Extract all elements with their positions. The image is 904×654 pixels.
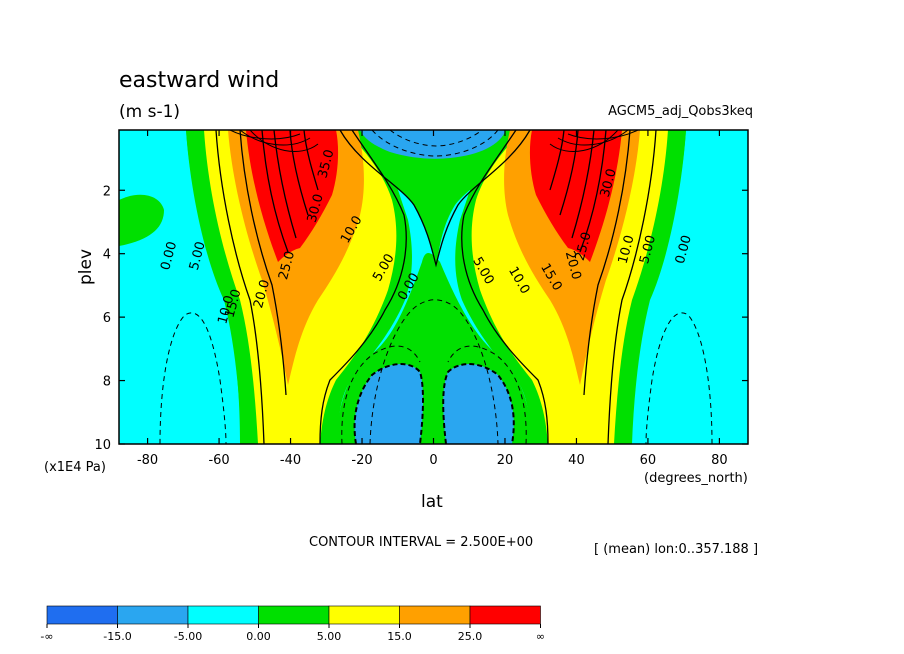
contour-line-mid-left bbox=[319, 130, 407, 444]
colorbar-segment bbox=[399, 605, 471, 625]
contour-label: 20.0 bbox=[251, 278, 273, 310]
y-axis-label: plev bbox=[76, 248, 96, 285]
colorbar-segment bbox=[46, 605, 118, 625]
fill-red-left bbox=[246, 130, 339, 262]
chart-title: eastward wind bbox=[119, 68, 280, 93]
contour-lines bbox=[215, 130, 657, 444]
contour-line-left-2 bbox=[215, 130, 265, 444]
fill-blue-top bbox=[360, 130, 506, 159]
dashed-line-lower-center-r bbox=[447, 345, 527, 444]
x-tick-label: 80 bbox=[711, 453, 728, 468]
contour-label: 10.0 bbox=[616, 234, 638, 266]
colorbar-segment bbox=[117, 605, 189, 625]
contour-line-left-jet-3 bbox=[289, 130, 309, 216]
contour-label: 35.0 bbox=[315, 148, 337, 180]
fill-green-west-blob bbox=[119, 194, 164, 246]
jet-top-line bbox=[249, 130, 319, 152]
colorbar-label: 0.00 bbox=[246, 630, 271, 643]
colorbar-label: 15.0 bbox=[387, 630, 412, 643]
x-axis-label: lat bbox=[421, 492, 443, 512]
fill-blue-lower-right bbox=[443, 364, 514, 444]
colorbar-segment bbox=[328, 605, 400, 625]
colorbar-label: -15.0 bbox=[103, 630, 131, 643]
x-tick-label: -20 bbox=[351, 453, 372, 468]
contour-line-top-cap bbox=[339, 130, 531, 268]
contour-line-right-2 bbox=[607, 130, 657, 444]
colorbar-label: 5.00 bbox=[317, 630, 342, 643]
colorbar-label: -∞ bbox=[40, 630, 53, 643]
colorbar-segment bbox=[187, 605, 259, 625]
bold-dashed-lower-right bbox=[442, 363, 515, 444]
jet-top-dense-lines bbox=[229, 130, 639, 152]
contour-label: 30.0 bbox=[598, 167, 620, 199]
x-tick-label: 40 bbox=[568, 453, 585, 468]
y-tick-label: 2 bbox=[103, 184, 111, 199]
colorbar-segment bbox=[258, 605, 330, 625]
fill-green-top bbox=[340, 130, 530, 265]
contour-line-left-3 bbox=[239, 130, 287, 396]
colorbar-segment bbox=[469, 605, 541, 625]
fill-red-right bbox=[529, 130, 622, 262]
y-tick-label: 10 bbox=[94, 438, 111, 453]
x-tick-label: 0 bbox=[429, 453, 437, 468]
jet-top-line bbox=[567, 130, 639, 140]
dashed-line-west bbox=[159, 312, 227, 444]
y-tick-label: 8 bbox=[103, 375, 111, 390]
contour-line-left-jet-1 bbox=[261, 130, 289, 253]
dashed-line-top-2 bbox=[389, 130, 483, 147]
experiment-name: AGCM5_adj_Qobs3keq bbox=[608, 104, 753, 119]
mean-note: [ (mean) lon:0..357.188 ] bbox=[594, 542, 759, 557]
y-axis: 2 4 6 8 10 bbox=[94, 184, 748, 453]
y-tick-label: 4 bbox=[103, 248, 111, 263]
bold-dashed-lines bbox=[353, 363, 515, 444]
contour-label: 30.0 bbox=[305, 192, 327, 224]
contour-fills bbox=[119, 130, 748, 444]
contour-line-right-3 bbox=[583, 130, 631, 396]
x-axis: -80 -60 -40 -20 0 20 40 60 80 bbox=[137, 130, 728, 468]
contour-label: 25.0 bbox=[276, 250, 298, 282]
fill-green-region bbox=[186, 130, 686, 444]
contour-line-right-jet-1 bbox=[579, 130, 607, 253]
colorbar-label: 25.0 bbox=[458, 630, 483, 643]
contour-label: 10.0 bbox=[215, 294, 237, 326]
dashed-line-top-1 bbox=[371, 130, 499, 157]
dashed-line-east bbox=[645, 312, 713, 444]
contour-line-right-jet-3 bbox=[559, 130, 579, 216]
contour-label: 5.00 bbox=[187, 240, 209, 272]
x-axis-unit: (degrees_north) bbox=[644, 471, 748, 486]
jet-top-line bbox=[229, 130, 301, 140]
x-tick-label: 60 bbox=[640, 453, 657, 468]
contour-line-right-jet-4 bbox=[549, 130, 565, 191]
y-tick-label: 6 bbox=[103, 311, 111, 326]
contour-line-left-jet-2 bbox=[273, 130, 297, 239]
x-tick-label: -40 bbox=[280, 453, 301, 468]
contour-line-right-jet-2 bbox=[571, 130, 595, 239]
jet-top-line bbox=[549, 130, 619, 152]
contour-label: 0.00 bbox=[158, 240, 180, 272]
colorbar-label: ∞ bbox=[536, 630, 545, 643]
contour-interval: CONTOUR INTERVAL = 2.500E+00 bbox=[309, 535, 534, 550]
bold-dashed-lower-left bbox=[353, 363, 424, 444]
contour-line-mid-right bbox=[461, 130, 549, 444]
chart-units: (m s-1) bbox=[119, 102, 181, 122]
contour-line-left-jet-4 bbox=[303, 130, 319, 191]
colorbar: -∞ -15.0 -5.00 0.00 5.00 15.0 25.0 ∞ bbox=[40, 605, 545, 643]
jet-top-line bbox=[557, 130, 629, 146]
dashed-line-lower-center bbox=[341, 345, 421, 444]
colorbar-label: -5.00 bbox=[174, 630, 202, 643]
dashed-contour-lines bbox=[159, 130, 713, 444]
y-axis-unit: (x1E4 Pa) bbox=[44, 460, 106, 475]
contour-label: 25.0 bbox=[573, 231, 595, 263]
contour-label: 5.00 bbox=[637, 234, 659, 266]
x-tick-label: 20 bbox=[497, 453, 514, 468]
contour-label: 0.00 bbox=[673, 234, 695, 266]
contour-label: 20.0 bbox=[562, 250, 584, 282]
contour-label: 15.0 bbox=[223, 288, 245, 320]
x-tick-label: -60 bbox=[208, 453, 229, 468]
jet-top-line bbox=[239, 130, 311, 146]
x-tick-label: -80 bbox=[137, 453, 158, 468]
